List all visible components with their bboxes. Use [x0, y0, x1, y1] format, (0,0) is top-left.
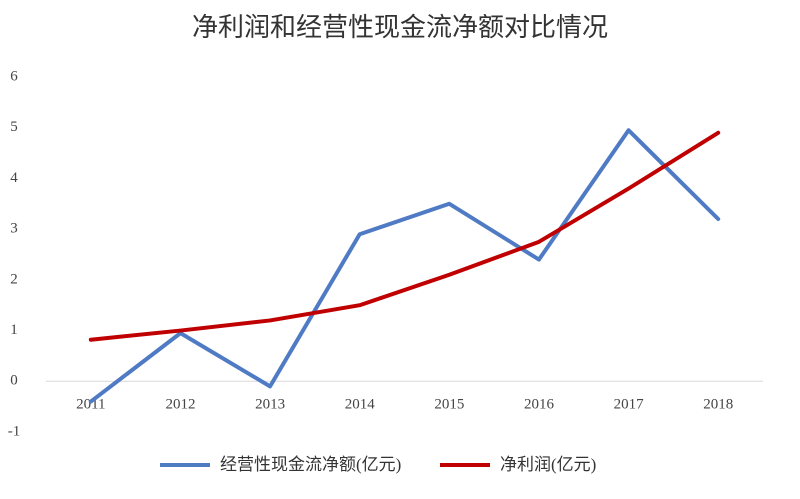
y-tick-label: 3: [10, 221, 18, 237]
y-tick-label: 2: [10, 271, 18, 287]
chart-title: 净利润和经营性现金流净额对比情况: [192, 13, 608, 42]
x-tick-label: 2013: [255, 397, 285, 413]
y-tick-label: 5: [10, 119, 18, 135]
y-tick-label: 1: [10, 322, 18, 338]
x-tick-label: 2011: [76, 397, 105, 413]
legend-label: 净利润(亿元): [500, 455, 596, 474]
series-line: [88, 128, 721, 404]
y-tick-label: 0: [10, 373, 18, 389]
x-tick-label: 2018: [703, 397, 733, 413]
x-tick-label: 2017: [614, 397, 645, 413]
x-tick-label: 2016: [524, 397, 555, 413]
legend-label: 经营性现金流净额(亿元): [220, 455, 401, 474]
x-tick-label: 2014: [345, 397, 376, 413]
y-tick-label: 6: [10, 68, 18, 84]
x-tick-label: 2015: [434, 397, 464, 413]
y-tick-label: 4: [10, 170, 18, 186]
x-tick-label: 2012: [165, 397, 195, 413]
y-tick-label: -1: [8, 423, 21, 439]
series-line: [88, 130, 721, 342]
